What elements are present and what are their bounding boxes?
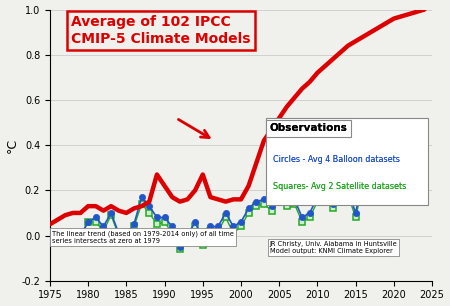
Text: Observations: Observations bbox=[270, 123, 347, 133]
Text: The linear trend (based on 1979-2014 only) of all time
series intersects at zero: The linear trend (based on 1979-2014 onl… bbox=[52, 230, 234, 244]
Text: Observations: Observations bbox=[270, 123, 347, 133]
Text: Squares- Avg 2 Satellite datasets: Squares- Avg 2 Satellite datasets bbox=[273, 182, 406, 191]
Text: Circles - Avg 4 Balloon datasets: Circles - Avg 4 Balloon datasets bbox=[273, 155, 400, 164]
Text: JR Christy, Univ. Alabama in Huntsville
Model output: KNMI Climate Explorer: JR Christy, Univ. Alabama in Huntsville … bbox=[270, 241, 397, 254]
Text: Circles - Avg 4 Balloon datasets: Circles - Avg 4 Balloon datasets bbox=[273, 155, 400, 164]
Text: Squares- Avg 2 Satellite datasets: Squares- Avg 2 Satellite datasets bbox=[273, 182, 406, 191]
Text: Average of 102 IPCC
CMIP-5 Climate Models: Average of 102 IPCC CMIP-5 Climate Model… bbox=[71, 15, 251, 46]
Y-axis label: °C: °C bbox=[5, 138, 18, 153]
FancyBboxPatch shape bbox=[266, 118, 428, 205]
